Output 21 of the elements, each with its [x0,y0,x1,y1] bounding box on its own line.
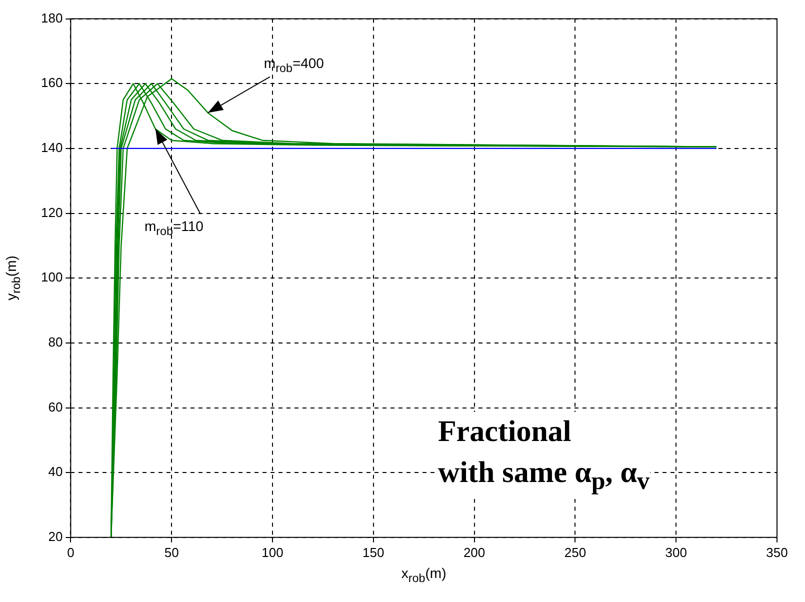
x-tick-label: 200 [463,544,486,560]
annotation: m$_{rob}$=110 [144,218,204,238]
x-tick-label: 300 [665,544,687,560]
x-tick-label: 150 [362,544,384,560]
annotation: m$_{rob}$=400 [264,54,324,75]
y-tick-label: 140 [40,140,63,156]
y-tick-label: 60 [48,399,63,414]
x-tick-label: 250 [564,544,586,560]
x-tick-label: 100 [262,544,284,560]
y-tick-label: 20 [48,528,63,544]
x-tick-label: 350 [766,544,788,560]
x-tick-label: 50 [164,544,179,560]
y-tick-label: 160 [40,75,63,90]
y-tick-label: 40 [48,464,63,480]
y-tick-label: 180 [40,10,63,26]
y-tick-label: 120 [40,204,63,220]
x-axis-title: x$_{rob}$(m) [401,565,446,586]
x-tick-label: 0 [67,544,74,560]
y-tick-label: 80 [48,334,63,350]
y-tick-label: 100 [40,270,63,285]
annotation: Fractional with same α$_{p}$, α$_{v}$ [438,412,650,499]
